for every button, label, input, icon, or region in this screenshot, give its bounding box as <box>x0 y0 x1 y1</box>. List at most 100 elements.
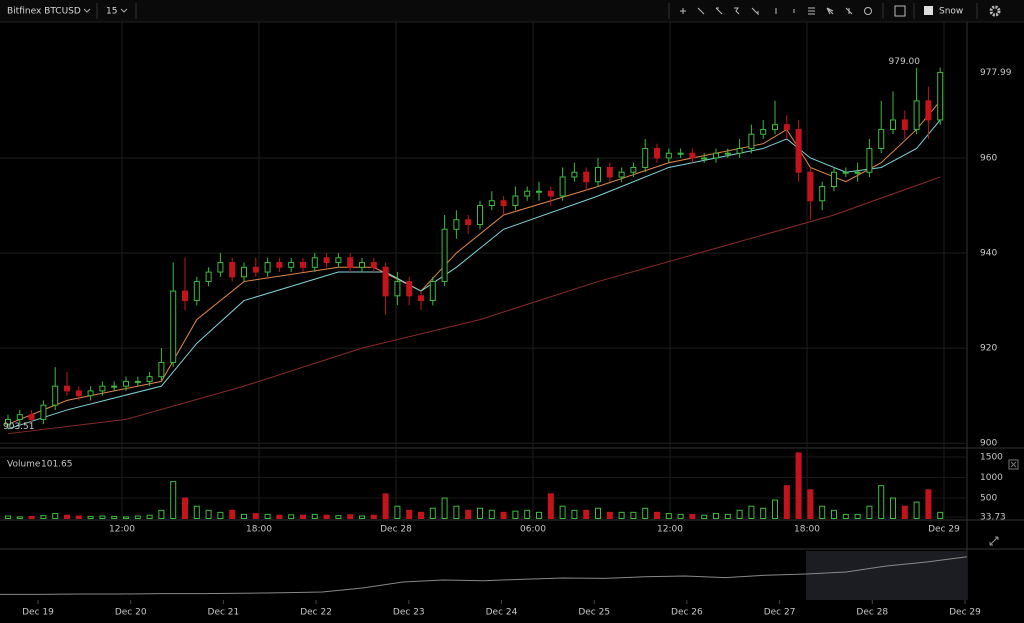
volume-bar <box>394 505 401 520</box>
volume-bar <box>418 511 424 519</box>
candle-body <box>866 147 873 173</box>
candle-body <box>205 271 212 283</box>
candle-body <box>689 152 696 159</box>
candle-body <box>229 262 236 278</box>
volume-bar <box>595 507 601 519</box>
volume-tick-label: 500 <box>980 494 997 504</box>
volume-bar <box>441 497 448 519</box>
candle-body <box>123 380 129 387</box>
navigator-window[interactable] <box>806 551 967 600</box>
symbol[interactable]: Bitfinex BTCUSD <box>7 7 81 17</box>
candle-body <box>264 262 271 273</box>
candle-body <box>394 281 401 297</box>
volume-bar <box>193 505 200 520</box>
candle-body <box>890 119 896 130</box>
interval-dropdown[interactable] <box>120 8 128 13</box>
candle-body <box>807 171 814 202</box>
candle-body <box>28 414 35 420</box>
drawing-tools[interactable] <box>668 3 1001 19</box>
candle-body <box>559 176 566 197</box>
candle-body <box>370 262 377 268</box>
candle-body <box>630 166 637 173</box>
candle-body <box>913 100 920 130</box>
volume-bar <box>807 489 814 520</box>
volume-bar <box>748 505 755 520</box>
interval[interactable]: 15 <box>106 7 117 17</box>
candle-body <box>453 219 460 230</box>
candle-body <box>783 124 790 130</box>
volume-bar <box>819 505 826 520</box>
theme[interactable]: Snow <box>939 7 963 17</box>
candle-body <box>665 152 672 159</box>
volume-bar <box>724 513 731 520</box>
candle-body <box>642 147 649 168</box>
candle-body <box>134 380 141 383</box>
candle-body <box>182 290 188 302</box>
time-label: Dec 28 <box>380 525 412 535</box>
candle-body <box>359 262 365 268</box>
candle-body <box>335 257 342 264</box>
candle-body <box>252 266 259 273</box>
candle-body <box>500 200 507 207</box>
volume-bar <box>5 515 11 520</box>
volume-bar <box>524 509 531 519</box>
y-tick-label: 960 <box>980 153 997 163</box>
volume-bar <box>642 507 649 519</box>
expand-icon[interactable] <box>989 536 999 546</box>
volume-title: Volume <box>7 460 41 470</box>
volume-bar <box>359 515 365 520</box>
volume-bar <box>488 509 495 519</box>
candle-body <box>547 190 554 197</box>
candle-body <box>595 166 601 183</box>
volume-bar <box>16 516 23 519</box>
navigator-label: Dec 27 <box>764 608 796 618</box>
navigator-label: Dec 24 <box>486 608 518 618</box>
y-tick-label: 920 <box>980 344 997 354</box>
volume-bar <box>28 515 35 520</box>
navigator-label: Dec 23 <box>393 608 425 618</box>
volume-bar <box>75 515 82 520</box>
volume-bar <box>99 515 106 520</box>
symbol-dropdown[interactable] <box>83 8 91 13</box>
volume-bar <box>241 513 247 520</box>
navigator-label: Dec 20 <box>115 608 147 618</box>
candle-body <box>52 385 59 406</box>
volume-bar <box>406 509 413 519</box>
high-label: 979.00 <box>889 57 921 67</box>
time-label: Dec 29 <box>928 525 960 535</box>
indicator-line <box>7 176 941 435</box>
volume-bar <box>760 507 767 519</box>
navigator-label: Dec 19 <box>22 608 54 618</box>
candle-body <box>772 124 778 130</box>
volume-bar <box>890 497 896 519</box>
volume-bar <box>382 493 389 519</box>
candle-body <box>406 281 413 297</box>
volume-bar <box>772 499 778 520</box>
close-volume[interactable] <box>1008 459 1019 470</box>
candle-body <box>512 195 519 207</box>
theme-toggle[interactable] <box>924 6 933 15</box>
candle-body <box>842 171 849 174</box>
candle-body <box>217 262 224 273</box>
close-icon <box>1010 461 1017 468</box>
candle-body <box>158 361 165 378</box>
volume-bar <box>500 511 507 519</box>
candle-body <box>288 262 295 268</box>
candle-body <box>300 262 306 268</box>
volume-bar <box>288 514 295 520</box>
volume-bar <box>347 514 354 520</box>
candle-body <box>583 171 590 183</box>
volume-bar <box>654 511 660 519</box>
volume-bar <box>606 511 613 519</box>
navigator-label: Dec 22 <box>300 608 332 618</box>
candle-body <box>618 171 625 178</box>
time-label: 06:00 <box>520 525 546 535</box>
volume-bar <box>925 489 932 520</box>
volume-bar <box>252 513 259 519</box>
volume-last: 101.65 <box>41 460 73 470</box>
time-label: 18:00 <box>246 525 272 535</box>
volume-bar <box>370 514 377 519</box>
volume-bar <box>40 515 47 519</box>
candle-body <box>170 290 177 363</box>
